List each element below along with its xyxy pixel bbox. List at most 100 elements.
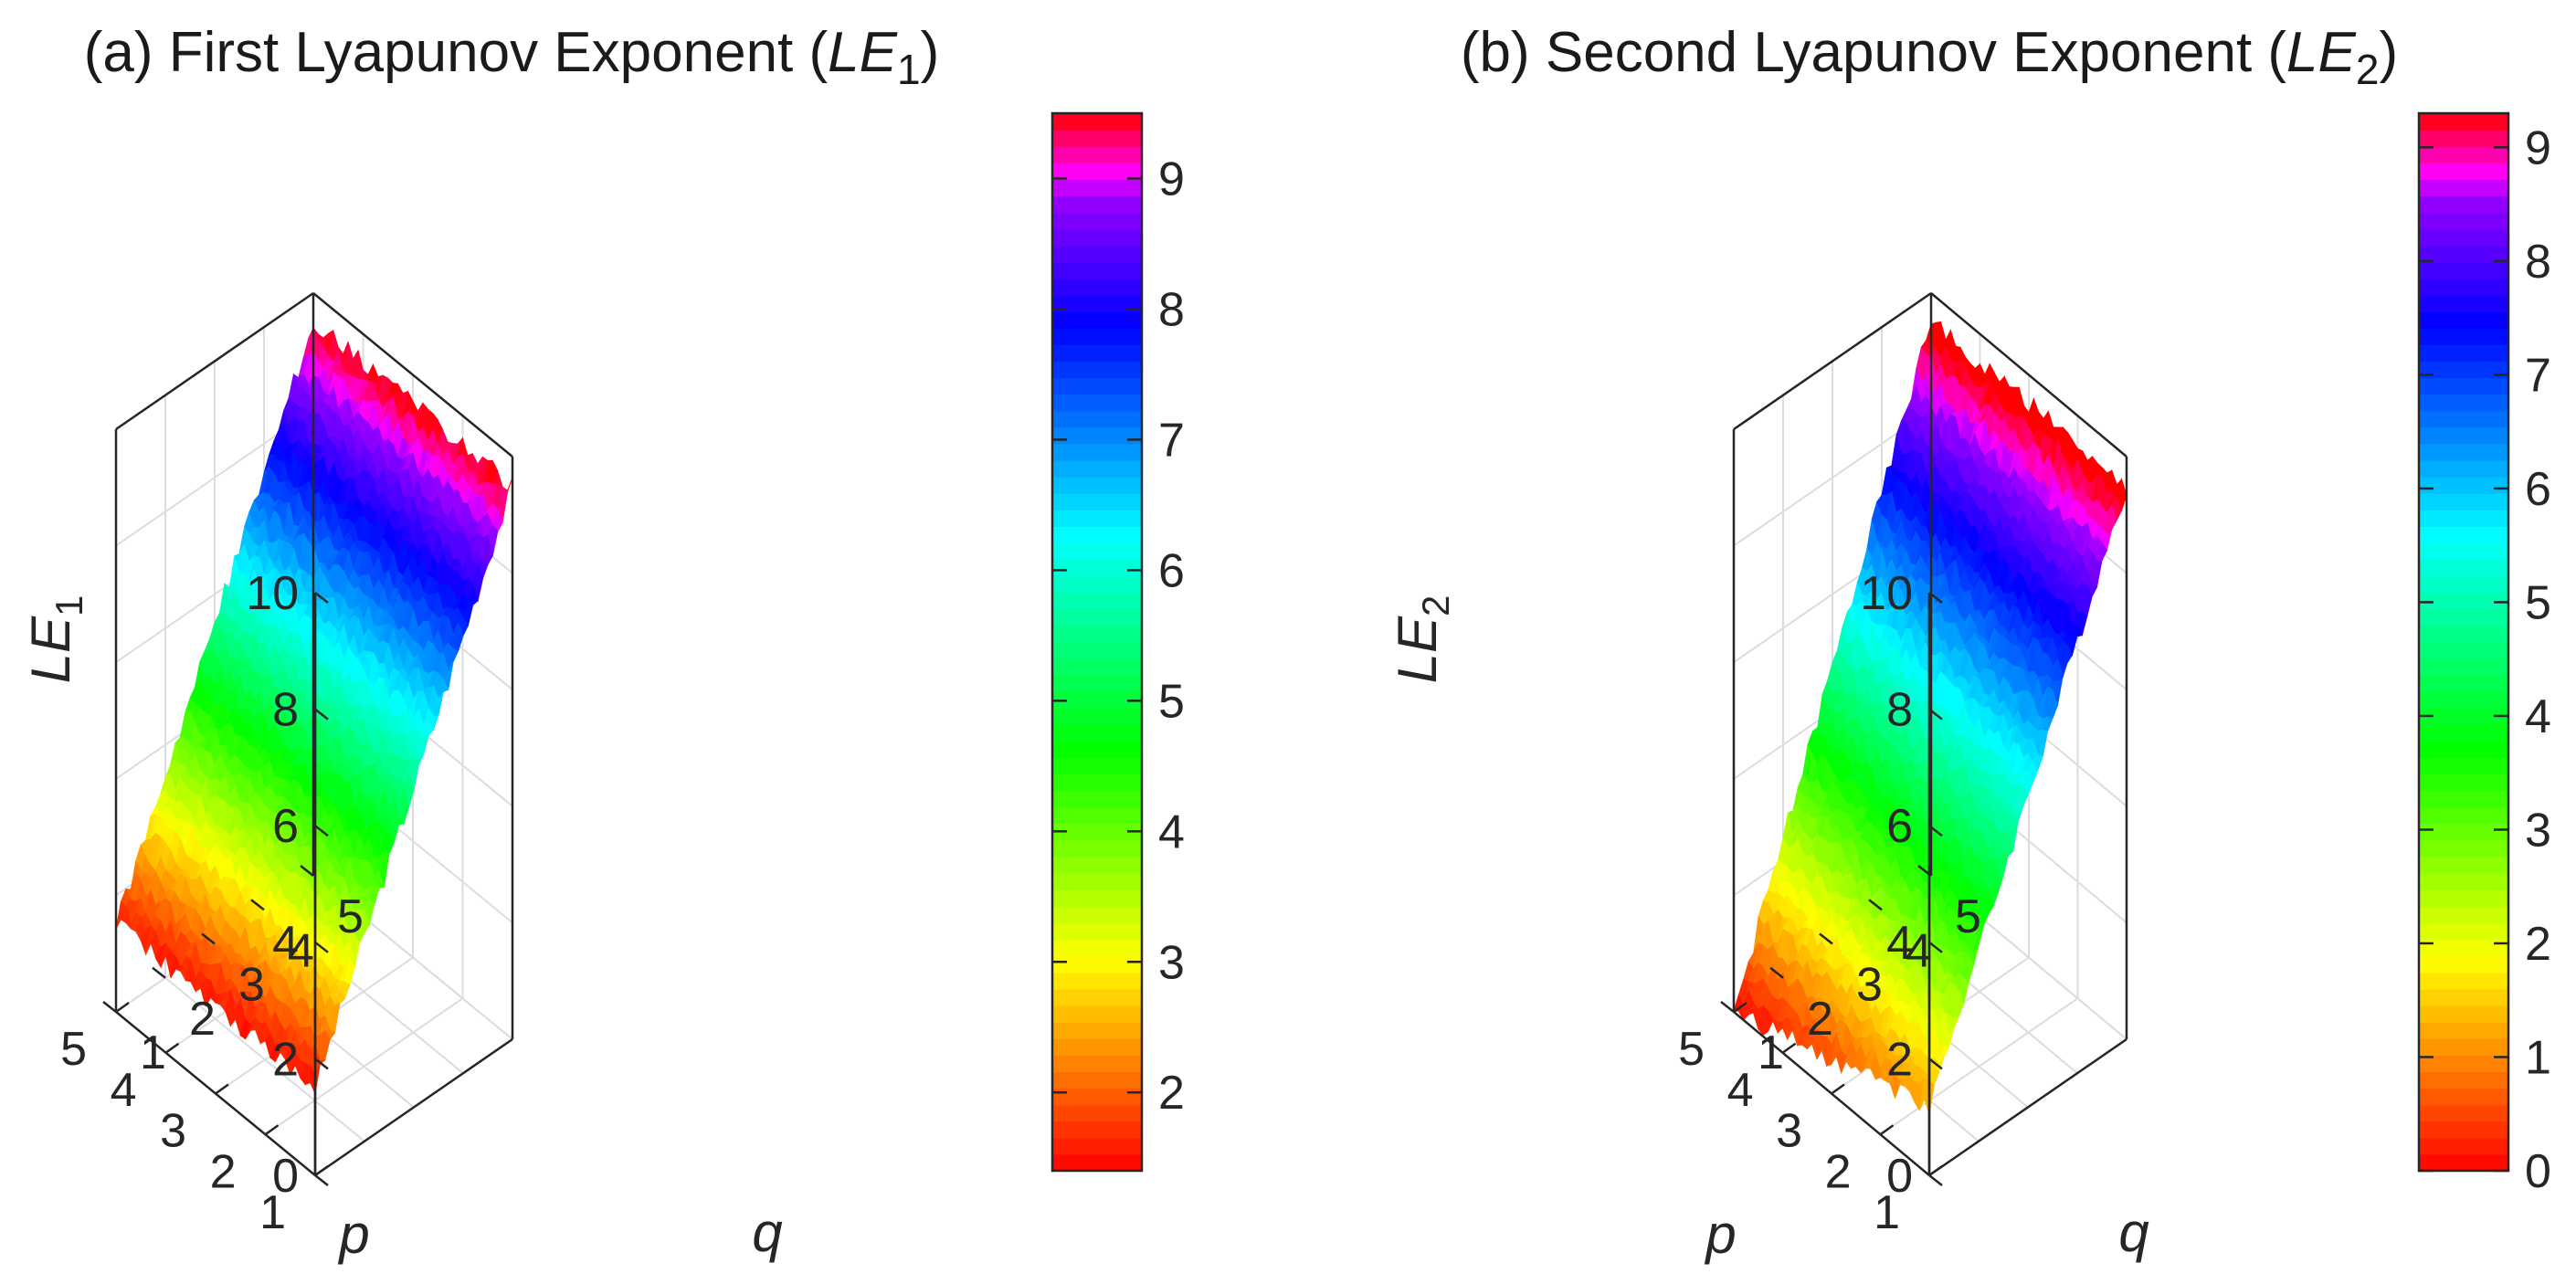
y-tick-mark [1819,932,1833,945]
box-edge [115,291,314,431]
colorbar-band [1052,130,1142,147]
colorbar-band [1052,377,1142,395]
z-tick-mark [314,825,329,837]
x-tick-mark [1831,1083,1845,1095]
colorbar-band [2419,113,2508,131]
colorbar-band [1052,757,1142,775]
y-tick-mark [152,966,166,979]
colorbar-band [1052,642,1142,659]
colorbar-band [2419,642,2508,659]
y-tick-mark [201,932,216,945]
colorbar-band [2419,955,2508,974]
colorbar-band [1052,691,1142,709]
colorbar-band [1052,361,1142,379]
colorbar-band [1052,559,1142,577]
colorbar-band [2419,708,2508,726]
colorbar-band [1052,922,1142,941]
z-tick-label: 8 [1886,684,1913,737]
colorbar-band [1052,790,1142,808]
colorbar-band [1052,1088,1142,1106]
z-tick-label: 4 [272,917,299,970]
colorbar-band [1052,1055,1142,1073]
colorbar-band [1052,394,1142,412]
colorbar-band [2419,658,2508,676]
x-tick-mark [264,1124,280,1136]
colorbar-band [1052,179,1142,197]
colorbar-band [1052,443,1142,461]
x-tick-mark [215,1083,229,1095]
colorbar-band [1052,493,1142,510]
y-tick-mark [1769,966,1784,979]
colorbar-band [2419,806,2508,825]
colorbar-tick-label: 7 [2525,349,2551,402]
x-tick-mark [1781,1042,1797,1054]
colorbar-band [1052,1137,1142,1155]
chart-a-y-axis-label: q [752,1202,782,1263]
colorbar-tick-label: 2 [2525,918,2551,971]
colorbar-tick-label: 0 [2525,1145,2551,1198]
colorbar-band [1052,146,1142,163]
colorbar-band [1052,988,1142,1006]
colorbar-band [2419,212,2508,230]
z-tick-label: 2 [1886,1033,1913,1086]
z-tick-mark [1928,592,1943,604]
colorbar-tick-label: 3 [1158,936,1185,989]
colorbar-band [1052,857,1142,874]
box-edge [312,292,513,458]
colorbar-band [2419,510,2508,527]
chart-a-x-axis-label: p [337,1204,369,1265]
colorbar-band [2419,394,2508,412]
z-tick-mark [1928,825,1943,837]
box-edge [314,1037,513,1177]
colorbar-band [1052,1071,1142,1089]
colorbar-band [2419,493,2508,510]
colorbar-band [1052,245,1142,263]
z-tick-mark [314,1174,329,1186]
chart-b-z-axis-label: LE2 [1387,595,1457,684]
panel-a-first-lyapunov: (a) First Lyapunov Exponent (LE1) 024681… [20,21,1185,1265]
chart-b-title: (b) Second Lyapunov Exponent (LE2) [1461,21,2398,93]
colorbar-band [2419,130,2508,147]
x-tick-mark [164,1042,180,1054]
x-tick-label: 3 [160,1105,186,1158]
colorbar-band [1052,824,1142,841]
colorbar-band [2419,625,2508,643]
colorbar-band [2419,195,2508,214]
colorbar-tick-label: 6 [2525,463,2551,516]
colorbar-band [2419,608,2508,626]
z-tick-label: 4 [1886,917,1913,970]
colorbar-band [2419,857,2508,874]
y-tick-mark [1720,1001,1735,1013]
colorbar-tick-label: 4 [2525,690,2551,743]
colorbar-band [2419,790,2508,808]
z-tick-mark [314,941,329,953]
colorbar-band [2419,906,2508,924]
colorbar-band [1052,477,1142,494]
z-tick-label: 6 [1886,800,1913,853]
colorbar-band [1052,510,1142,527]
colorbar-band [1052,328,1142,345]
chart-b-surface [1733,321,2127,1115]
box-edge [1930,292,2127,458]
colorbar-band [2419,1088,2508,1106]
colorbar-band [2419,1022,2508,1039]
colorbar-band [2419,228,2508,247]
y-tick-label: 3 [1856,959,1883,1012]
z-tick-mark [1928,941,1943,953]
z-tick-label: 8 [272,684,299,737]
colorbar-band [1052,410,1142,428]
z-tick-mark [1928,1174,1943,1186]
colorbar-band [1052,295,1142,312]
colorbar-band [2419,774,2508,792]
colorbar-tick-label: 9 [2525,121,2551,174]
colorbar-band [1052,1022,1142,1039]
colorbar-band [2419,889,2508,908]
z-tick-label: 6 [272,800,299,853]
colorbar-frame [2417,111,2510,1173]
colorbar-band [1052,955,1142,974]
colorbar-band [1052,1153,1142,1172]
colorbar-band [2419,443,2508,461]
x-tick-label: 4 [111,1064,137,1117]
colorbar-band [2419,1121,2508,1139]
